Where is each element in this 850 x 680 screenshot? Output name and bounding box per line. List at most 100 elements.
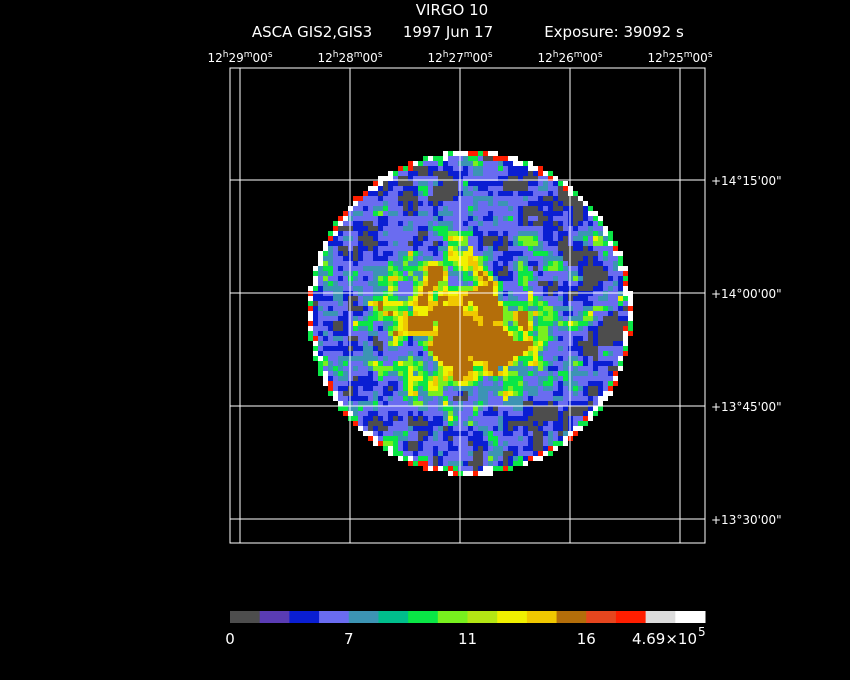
- pixel: [418, 246, 423, 251]
- pixel: [323, 341, 328, 346]
- pixel: [533, 411, 538, 416]
- pixel: [478, 226, 483, 231]
- pixel: [363, 361, 368, 366]
- pixel: [623, 271, 628, 276]
- pixel: [443, 251, 448, 256]
- pixel: [508, 416, 513, 421]
- pixel: [403, 451, 408, 456]
- pixel: [438, 376, 443, 381]
- pixel: [563, 311, 568, 316]
- pixel: [368, 356, 373, 361]
- pixel: [418, 441, 423, 446]
- pixel: [413, 416, 418, 421]
- pixel: [533, 391, 538, 396]
- pixel: [403, 436, 408, 441]
- pixel: [493, 246, 498, 251]
- pixel: [593, 276, 598, 281]
- pixel: [453, 281, 458, 286]
- pixel: [418, 261, 423, 266]
- pixel: [563, 206, 568, 211]
- pixel: [363, 261, 368, 266]
- pixel: [428, 176, 433, 181]
- pixel: [468, 151, 473, 156]
- pixel: [498, 366, 503, 371]
- pixel: [383, 251, 388, 256]
- pixel: [463, 446, 468, 451]
- pixel: [558, 431, 563, 436]
- pixel: [443, 401, 448, 406]
- pixel: [343, 256, 348, 261]
- pixel: [373, 326, 378, 331]
- pixel: [433, 266, 438, 271]
- pixel: [553, 216, 558, 221]
- colorbar-cell: [348, 611, 379, 623]
- pixel: [553, 396, 558, 401]
- pixel: [313, 331, 318, 336]
- pixel: [598, 356, 603, 361]
- pixel: [488, 401, 493, 406]
- pixel: [528, 301, 533, 306]
- pixel: [318, 316, 323, 321]
- pixel: [398, 171, 403, 176]
- pixel: [343, 211, 348, 216]
- pixel: [443, 191, 448, 196]
- pixel: [383, 216, 388, 221]
- pixel: [433, 356, 438, 361]
- pixel: [453, 206, 458, 211]
- pixel: [548, 381, 553, 386]
- pixel: [363, 216, 368, 221]
- pixel: [393, 406, 398, 411]
- pixel: [508, 186, 513, 191]
- pixel: [518, 371, 523, 376]
- pixel: [533, 166, 538, 171]
- pixel: [528, 331, 533, 336]
- pixel: [518, 176, 523, 181]
- pixel: [608, 331, 613, 336]
- pixel: [408, 176, 413, 181]
- pixel: [513, 321, 518, 326]
- pixel: [453, 211, 458, 216]
- pixel: [398, 416, 403, 421]
- pixel: [393, 236, 398, 241]
- pixel: [338, 366, 343, 371]
- pixel: [418, 436, 423, 441]
- pixel: [523, 396, 528, 401]
- pixel: [538, 381, 543, 386]
- pixel: [468, 351, 473, 356]
- pixel: [438, 301, 443, 306]
- pixel: [588, 246, 593, 251]
- pixel: [343, 351, 348, 356]
- pixel: [358, 426, 363, 431]
- pixel: [598, 381, 603, 386]
- pixel: [618, 276, 623, 281]
- pixel: [343, 226, 348, 231]
- pixel: [433, 371, 438, 376]
- pixel: [373, 421, 378, 426]
- pixel: [363, 231, 368, 236]
- pixel: [453, 216, 458, 221]
- pixel: [523, 406, 528, 411]
- pixel: [573, 361, 578, 366]
- pixel: [433, 166, 438, 171]
- pixel: [378, 231, 383, 236]
- pixel: [628, 311, 633, 316]
- pixel: [463, 286, 468, 291]
- pixel: [438, 311, 443, 316]
- pixel: [563, 281, 568, 286]
- pixel: [593, 296, 598, 301]
- pixel: [468, 251, 473, 256]
- pixel: [533, 326, 538, 331]
- pixel: [448, 306, 453, 311]
- pixel: [398, 436, 403, 441]
- pixel: [513, 221, 518, 226]
- pixel: [518, 211, 523, 216]
- pixel: [563, 351, 568, 356]
- pixel: [513, 441, 518, 446]
- pixel: [408, 436, 413, 441]
- pixel: [328, 246, 333, 251]
- pixel: [543, 191, 548, 196]
- pixel: [418, 226, 423, 231]
- pixel: [513, 161, 518, 166]
- pixel: [508, 231, 513, 236]
- pixel: [343, 381, 348, 386]
